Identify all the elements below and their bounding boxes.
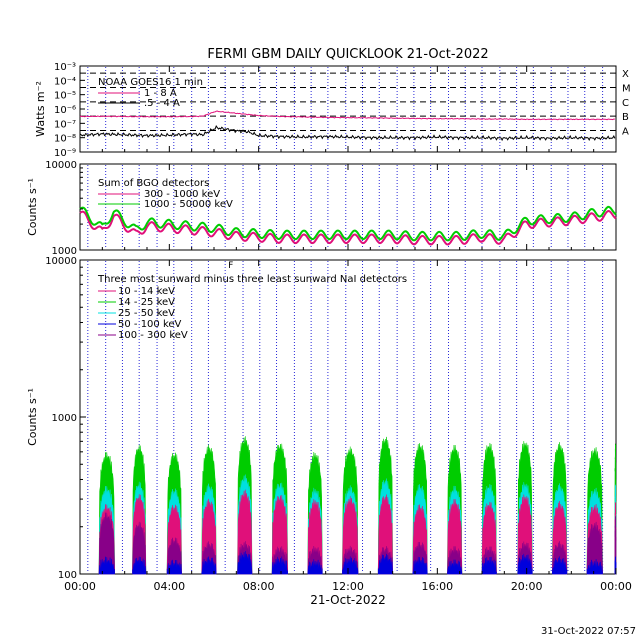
- goes-y-tick-label: 10⁻⁴: [54, 76, 76, 87]
- bgo-legend-label: 300 - 1000 keV: [144, 189, 220, 200]
- nai-series-area: [98, 512, 115, 575]
- x-tick-label: 04:00: [153, 580, 185, 593]
- bgo-y-tick-label: 1000: [52, 246, 77, 257]
- flare-marker: F: [228, 261, 233, 271]
- flare-class-label: X: [622, 69, 629, 80]
- footer-timestamp: 31-Oct-2022 07:57: [541, 626, 636, 637]
- x-tick-label: 00:00: [64, 580, 96, 593]
- nai-series-area: [517, 553, 533, 575]
- bgo-series-line: [79, 209, 617, 246]
- goes-legend-title: NOAA GOES16 1 min: [98, 77, 203, 88]
- nai-series-area: [552, 556, 568, 575]
- goes-y-tick-label: 10⁻⁵: [54, 91, 76, 102]
- bgo-legend-title: Sum of BGO detectors: [98, 178, 209, 189]
- figure-title: FERMI GBM DAILY QUICKLOOK 21-Oct-2022: [207, 47, 488, 62]
- flare-class-label: A: [622, 127, 629, 138]
- axes-group: 00:00 04:00 08:00 12:00 16:00 20:00 00:00 10⁻³ 1…: [45, 62, 632, 593]
- bgo-ylabel: Counts s⁻¹: [26, 178, 39, 236]
- x-tick-label: 00:00: [600, 580, 632, 593]
- nai-series-area: [586, 559, 603, 575]
- bgo-y-tick-label: 10000: [45, 160, 77, 171]
- goes-y-tick-label: 10⁻⁶: [54, 105, 76, 116]
- goes-legend-label: 1 - 8 A: [144, 88, 177, 99]
- goes-legend-label: .5 - 4 A: [144, 98, 180, 109]
- nai-series-area: [447, 559, 463, 575]
- nai-series-area: [481, 556, 497, 575]
- nai-y-tick-label: 1000: [52, 413, 77, 424]
- bgo-legend-label: 1000 - 50000 keV: [144, 199, 233, 210]
- goes-y-tick-label: 10⁻⁸: [54, 134, 76, 145]
- nai-series-area: [132, 521, 147, 575]
- x-tick-label: 16:00: [421, 580, 453, 593]
- x-tick-label: 20:00: [511, 580, 543, 593]
- nai-plot: F: [98, 261, 617, 575]
- nai-series-area: [307, 559, 323, 575]
- nai-legend-label: 25 - 50 keV: [118, 308, 175, 319]
- flare-class-label: C: [622, 98, 629, 109]
- saa-line-group: [87, 67, 604, 573]
- nai-series-area: [132, 556, 147, 575]
- goes-series-line: [79, 110, 615, 121]
- nai-series-area: [342, 556, 359, 575]
- bgo-plot: [79, 205, 617, 246]
- x-tick-label: 08:00: [243, 580, 275, 593]
- goes-y-tick-label: 10⁻³: [54, 62, 76, 73]
- goes-y-tick-label: 10⁻⁷: [54, 119, 76, 130]
- nai-series-area: [166, 559, 182, 575]
- nai-series-area: [201, 556, 217, 575]
- nai-series-area: [342, 496, 359, 575]
- nai-legend-label: 50 - 100 keV: [118, 319, 182, 330]
- goes-series-line: [79, 125, 616, 142]
- x-axis-label: 21-Oct-2022: [310, 593, 386, 607]
- nai-legend-title: Three most sunward minus three least sun…: [97, 274, 407, 285]
- nai-series-area: [412, 556, 428, 575]
- nai-series-area: [98, 556, 115, 575]
- nai-legend-label: 10 - 14 keV: [118, 286, 175, 297]
- x-tick-label: 12:00: [332, 580, 364, 593]
- flare-class-label: B: [622, 112, 629, 123]
- nai-ylabel: Counts s⁻¹: [26, 388, 39, 446]
- goes-ylabel: Watts m⁻²: [34, 81, 47, 137]
- nai-y-tick-label: 10000: [45, 256, 77, 267]
- goes-y-tick-label: 10⁻⁹: [54, 148, 76, 159]
- nai-legend-label: 14 - 25 keV: [118, 297, 175, 308]
- flare-class-label: M: [622, 84, 631, 95]
- nai-series-area: [271, 556, 288, 575]
- nai-series-area: [237, 550, 253, 575]
- nai-series-area: [586, 521, 603, 575]
- nai-series-area: [377, 553, 393, 575]
- nai-y-tick-label: 100: [58, 570, 77, 581]
- bgo-series-line: [79, 205, 617, 242]
- nai-legend-label: 100 - 300 keV: [118, 330, 188, 341]
